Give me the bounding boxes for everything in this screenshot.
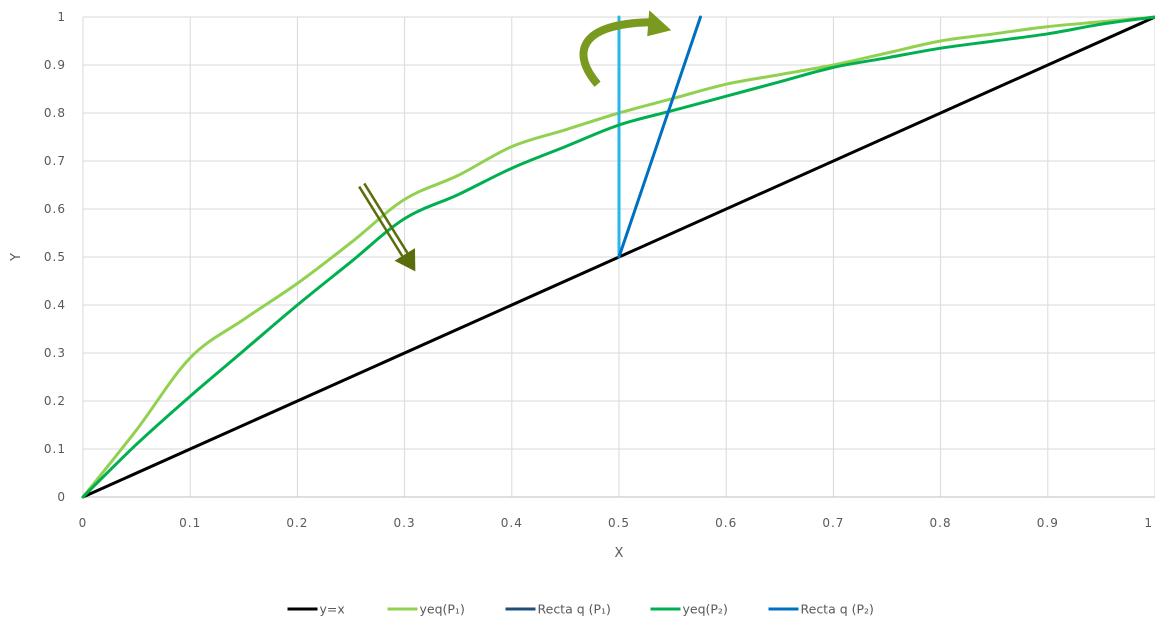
legend: y=x yeq(P₁) Recta q (P₁) yeq(P₂) Recta q (P₂… bbox=[287, 602, 874, 617]
annotation-curved-arrow-head bbox=[647, 10, 672, 37]
annotation-curved-arrow bbox=[579, 18, 650, 87]
x-tick-labels: 0 0.1 0.2 0.3 0.4 0.5 0.6 0.7 0.8 0.9 1 bbox=[79, 516, 1153, 530]
y-tick-label: 0 bbox=[57, 490, 66, 504]
y-tick-label: 0.6 bbox=[44, 202, 66, 216]
annotation-arrow-head bbox=[394, 248, 416, 272]
legend-label-recta-q-p: Recta q (P₁) bbox=[538, 602, 611, 617]
y-tick-label: 0.4 bbox=[44, 298, 66, 312]
series-line-recta-q-p2 bbox=[617, 15, 702, 259]
y-tick-label: 1 bbox=[57, 10, 66, 24]
x-tick-label: 0.4 bbox=[501, 516, 523, 530]
y-tick-labels: 0 0.1 0.2 0.3 0.4 0.5 0.6 0.7 0.8 0.9 1 bbox=[44, 10, 66, 504]
y-axis-title: Y bbox=[9, 253, 24, 262]
y-tick-label: 0.9 bbox=[44, 58, 66, 72]
annotation-arrow-shaft-b bbox=[358, 185, 404, 257]
legend-label-yeq-p: yeq(P₂) bbox=[683, 602, 728, 617]
legend-label-y-x: y=x bbox=[320, 602, 345, 617]
series-lines bbox=[81, 15, 1155, 499]
x-tick-label: 0.2 bbox=[286, 516, 308, 530]
series-line-yeq-p1 bbox=[81, 15, 1155, 499]
y-tick-label: 0.5 bbox=[44, 250, 66, 264]
x-tick-label: 0.5 bbox=[608, 516, 630, 530]
annotation-arrow-shaft-a bbox=[363, 182, 409, 254]
series-line-yeq-p2 bbox=[81, 15, 1155, 499]
annotations bbox=[358, 10, 672, 272]
legend-label-recta-q-p: Recta q (P₂) bbox=[801, 602, 874, 617]
x-tick-label: 0.1 bbox=[179, 516, 201, 530]
x-axis-title: X bbox=[615, 546, 624, 561]
y-tick-label: 0.7 bbox=[44, 154, 66, 168]
x-tick-label: 0.8 bbox=[930, 516, 952, 530]
legend-label-yeq-p: yeq(P₁) bbox=[420, 602, 465, 617]
x-tick-label: 0.6 bbox=[715, 516, 737, 530]
x-tick-label: 0.9 bbox=[1037, 516, 1059, 530]
x-tick-label: 1 bbox=[1144, 516, 1153, 530]
y-tick-label: 0.1 bbox=[44, 442, 66, 456]
y-tick-label: 0.8 bbox=[44, 106, 66, 120]
y-tick-label: 0.2 bbox=[44, 394, 66, 408]
x-tick-label: 0.3 bbox=[394, 516, 416, 530]
x-tick-label: 0.7 bbox=[822, 516, 844, 530]
y-tick-label: 0.3 bbox=[44, 346, 66, 360]
x-tick-label: 0 bbox=[79, 516, 88, 530]
